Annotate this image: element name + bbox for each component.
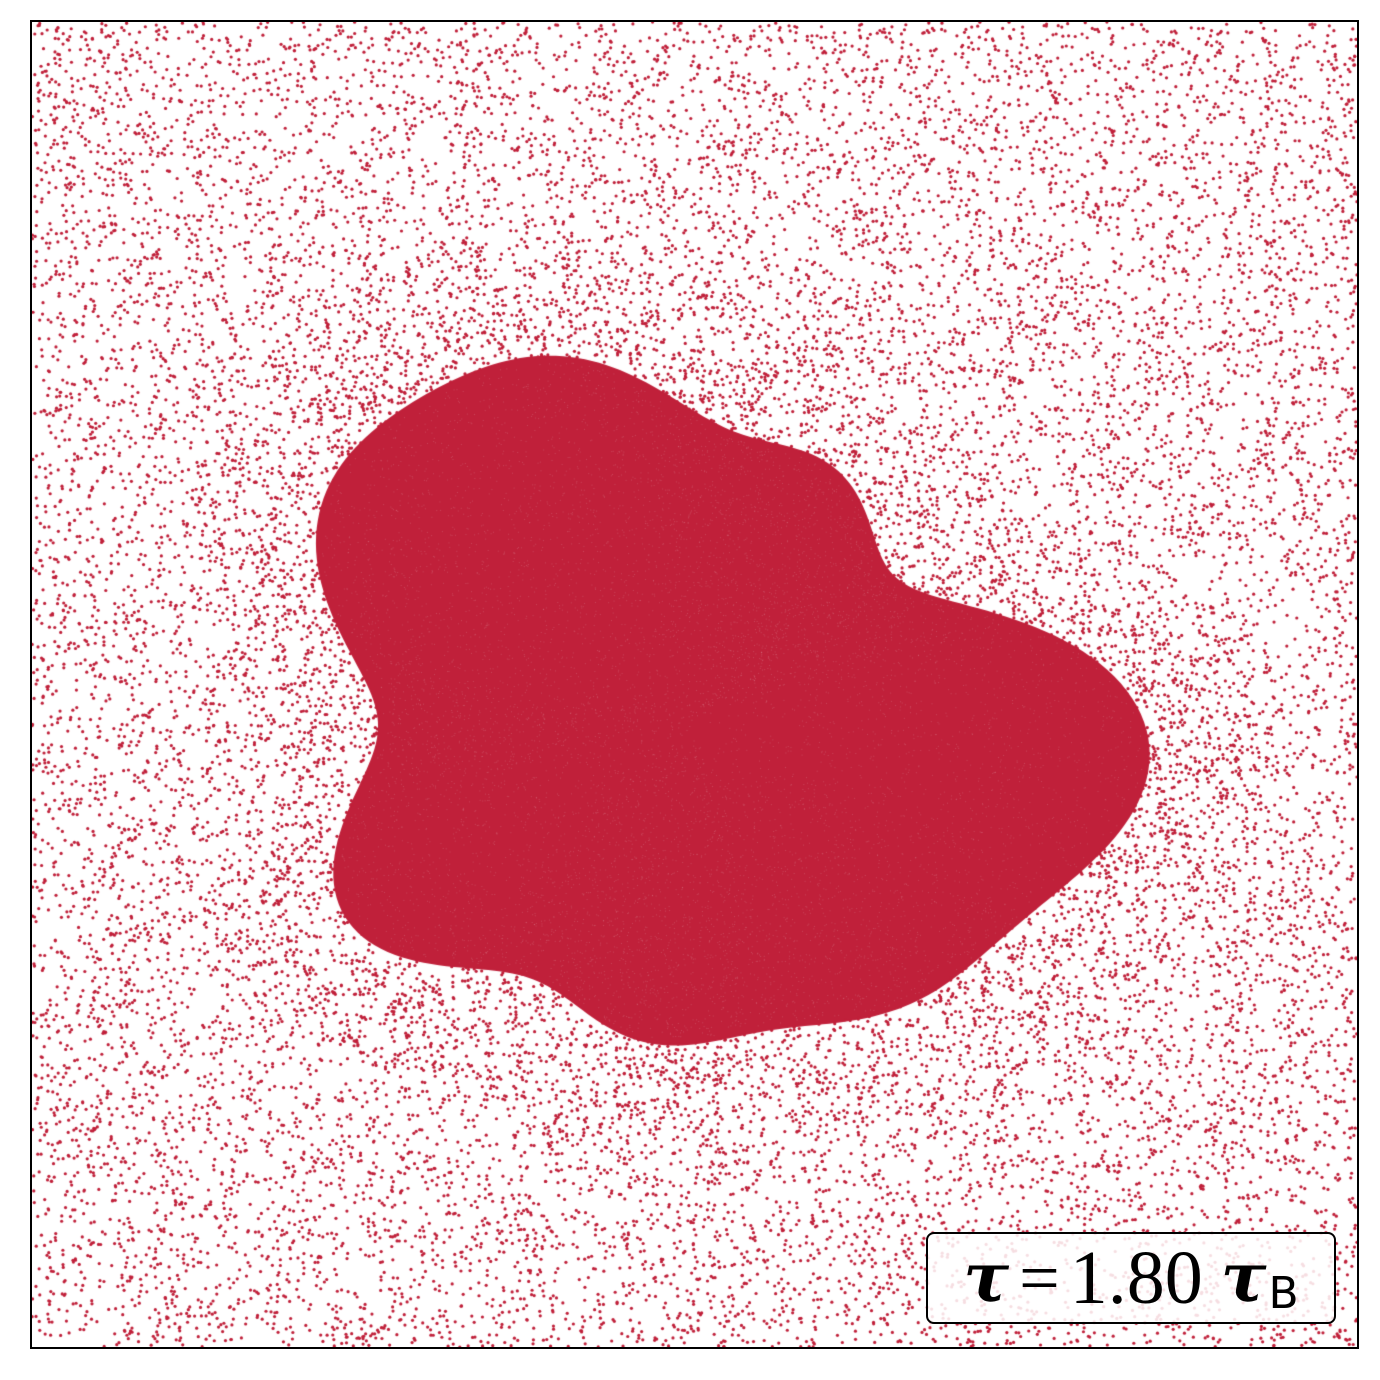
particle-field: [32, 22, 1357, 1347]
tau-unit-subscript: B: [1268, 1268, 1299, 1319]
tau-symbol: τ: [963, 1238, 1010, 1318]
time-value: 1.80: [1069, 1236, 1203, 1320]
tau-unit-symbol: τ: [1220, 1238, 1267, 1318]
time-label: τ = 1.80 τ B: [926, 1232, 1336, 1324]
equals-sign: =: [1019, 1238, 1060, 1318]
simulation-frame: [30, 20, 1359, 1349]
